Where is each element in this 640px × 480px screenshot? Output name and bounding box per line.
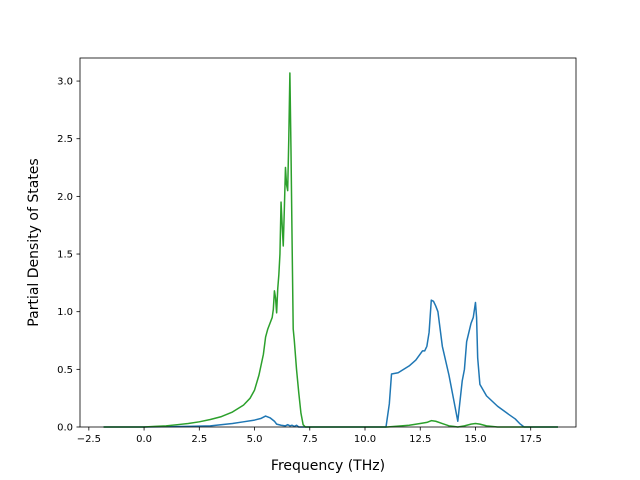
axes-layer: −2.5 0.0 2.5 5.0 7.5 10.0 12.5 15.0 17.5 0.0 0.5 1.… bbox=[57, 77, 542, 445]
plot-area bbox=[80, 58, 576, 427]
x-tick-label: 17.5 bbox=[520, 434, 542, 445]
y-tick-label: 2.0 bbox=[57, 192, 73, 203]
y-tick-label: 3.0 bbox=[57, 77, 73, 88]
y-tick-label: 2.5 bbox=[57, 134, 73, 145]
y-axis-label: Partial Density of States bbox=[26, 158, 42, 326]
series-line-2 bbox=[103, 72, 558, 428]
series-layer bbox=[103, 72, 558, 428]
x-tick-label: 0.0 bbox=[136, 434, 152, 445]
y-tick-label: 0.0 bbox=[57, 423, 73, 434]
x-tick-label: 5.0 bbox=[247, 434, 263, 445]
x-tick-label: 12.5 bbox=[409, 434, 431, 445]
x-axis-label: Frequency (THz) bbox=[271, 458, 385, 474]
plot-frame bbox=[79, 57, 577, 428]
x-tick-label: 2.5 bbox=[191, 434, 207, 445]
series-line-1 bbox=[103, 299, 558, 428]
y-tick-label: 1.0 bbox=[57, 307, 73, 318]
x-tick-label: 15.0 bbox=[464, 434, 486, 445]
y-tick-label: 1.5 bbox=[57, 250, 73, 261]
x-tick-label: 10.0 bbox=[354, 434, 376, 445]
x-tick-label: 7.5 bbox=[302, 434, 318, 445]
x-tick-label: −2.5 bbox=[77, 434, 101, 445]
y-tick-label: 0.5 bbox=[57, 365, 73, 376]
